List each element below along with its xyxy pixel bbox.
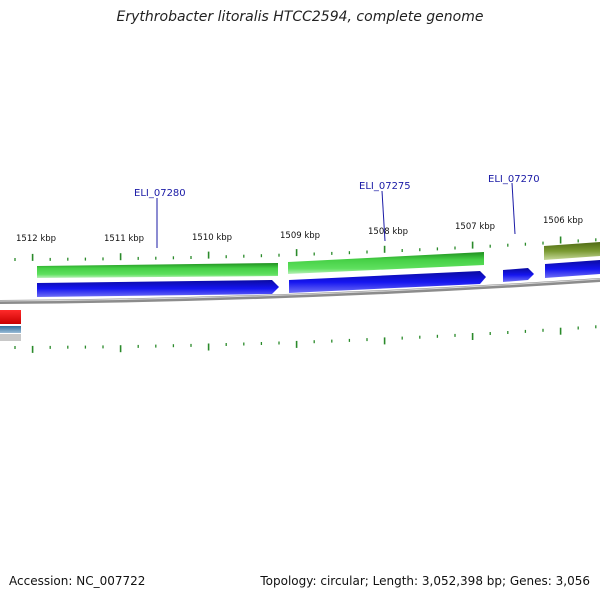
cds-feature-reverse[interactable]: [503, 268, 534, 282]
genome-backbone-highlight: [0, 278, 600, 302]
gene-label[interactable]: ELI_07270: [488, 174, 540, 185]
cds-feature-reverse[interactable]: [37, 280, 279, 297]
accession-text: Accession: NC_007722: [9, 574, 146, 588]
genome-backbone: [0, 278, 600, 304]
genome-title: Erythrobacter litoralis HTCC2594, comple…: [116, 9, 484, 25]
inner-scale-ticks: [14, 325, 597, 353]
gene-label-ELI_07280[interactable]: ELI_07280: [134, 188, 186, 248]
scale-label: 1507 kbp: [455, 222, 495, 232]
grey-feature[interactable]: [0, 334, 21, 341]
scale-label: 1510 kbp: [192, 233, 232, 243]
scale-label: 1509 kbp: [280, 231, 320, 241]
cds-feature-reverse[interactable]: [545, 260, 600, 278]
gene-leader-line: [511, 182, 516, 235]
cds-feature-forward[interactable]: [288, 252, 484, 274]
gene-label[interactable]: ELI_07275: [359, 181, 411, 192]
gene-label-ELI_07270[interactable]: ELI_07270: [488, 174, 540, 235]
scale-label: 1506 kbp: [543, 216, 583, 226]
cds-feature-reverse[interactable]: [289, 271, 486, 293]
outer-scale-ticks: [14, 236, 597, 261]
reverse-strand-track: [37, 260, 600, 297]
gene-leader-line: [381, 190, 386, 242]
scale-label: 1512 kbp: [16, 234, 56, 244]
gene-label[interactable]: ELI_07280: [134, 188, 186, 199]
scale-label: 1508 kbp: [368, 227, 408, 237]
steel-feature[interactable]: [0, 326, 21, 333]
scale-label: 1511 kbp: [104, 234, 144, 244]
scale-labels: 1512 kbp 1511 kbp 1510 kbp 1509 kbp 1508…: [16, 216, 583, 244]
cds-feature-forward[interactable]: [544, 242, 600, 260]
genome-summary-text: Topology: circular; Length: 3,052,398 bp…: [260, 574, 590, 588]
gene-label-ELI_07275[interactable]: ELI_07275: [359, 181, 411, 242]
forward-strand-track: [37, 242, 600, 278]
left-edge-features: [0, 310, 21, 341]
cds-feature-forward[interactable]: [37, 263, 278, 278]
red-feature[interactable]: [0, 310, 21, 324]
